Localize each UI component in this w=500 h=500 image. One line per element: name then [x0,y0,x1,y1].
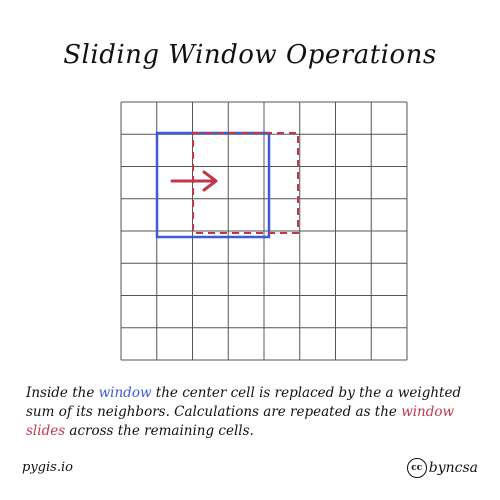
current-window [155,131,271,239]
caption-text: Inside the window the center cell is rep… [26,384,476,441]
caption-window-slides: window slides [26,404,455,439]
caption-window-word: window [98,385,152,401]
right-arrow-icon [170,170,218,192]
creative-commons-icon: cc [406,458,427,478]
next-window [192,132,299,234]
license-badge: cc byncsa [406,458,478,478]
site-credit: pygis.io [22,460,73,475]
license-text: byncsa [428,460,478,476]
caption-part1: Inside the [26,385,99,401]
caption-part2: the center cell is replaced by the a wei… [26,385,462,420]
caption-part3: across the remaining cells. [65,423,254,439]
page-title: Sliding Window Operations [63,40,437,70]
grid [120,101,408,361]
